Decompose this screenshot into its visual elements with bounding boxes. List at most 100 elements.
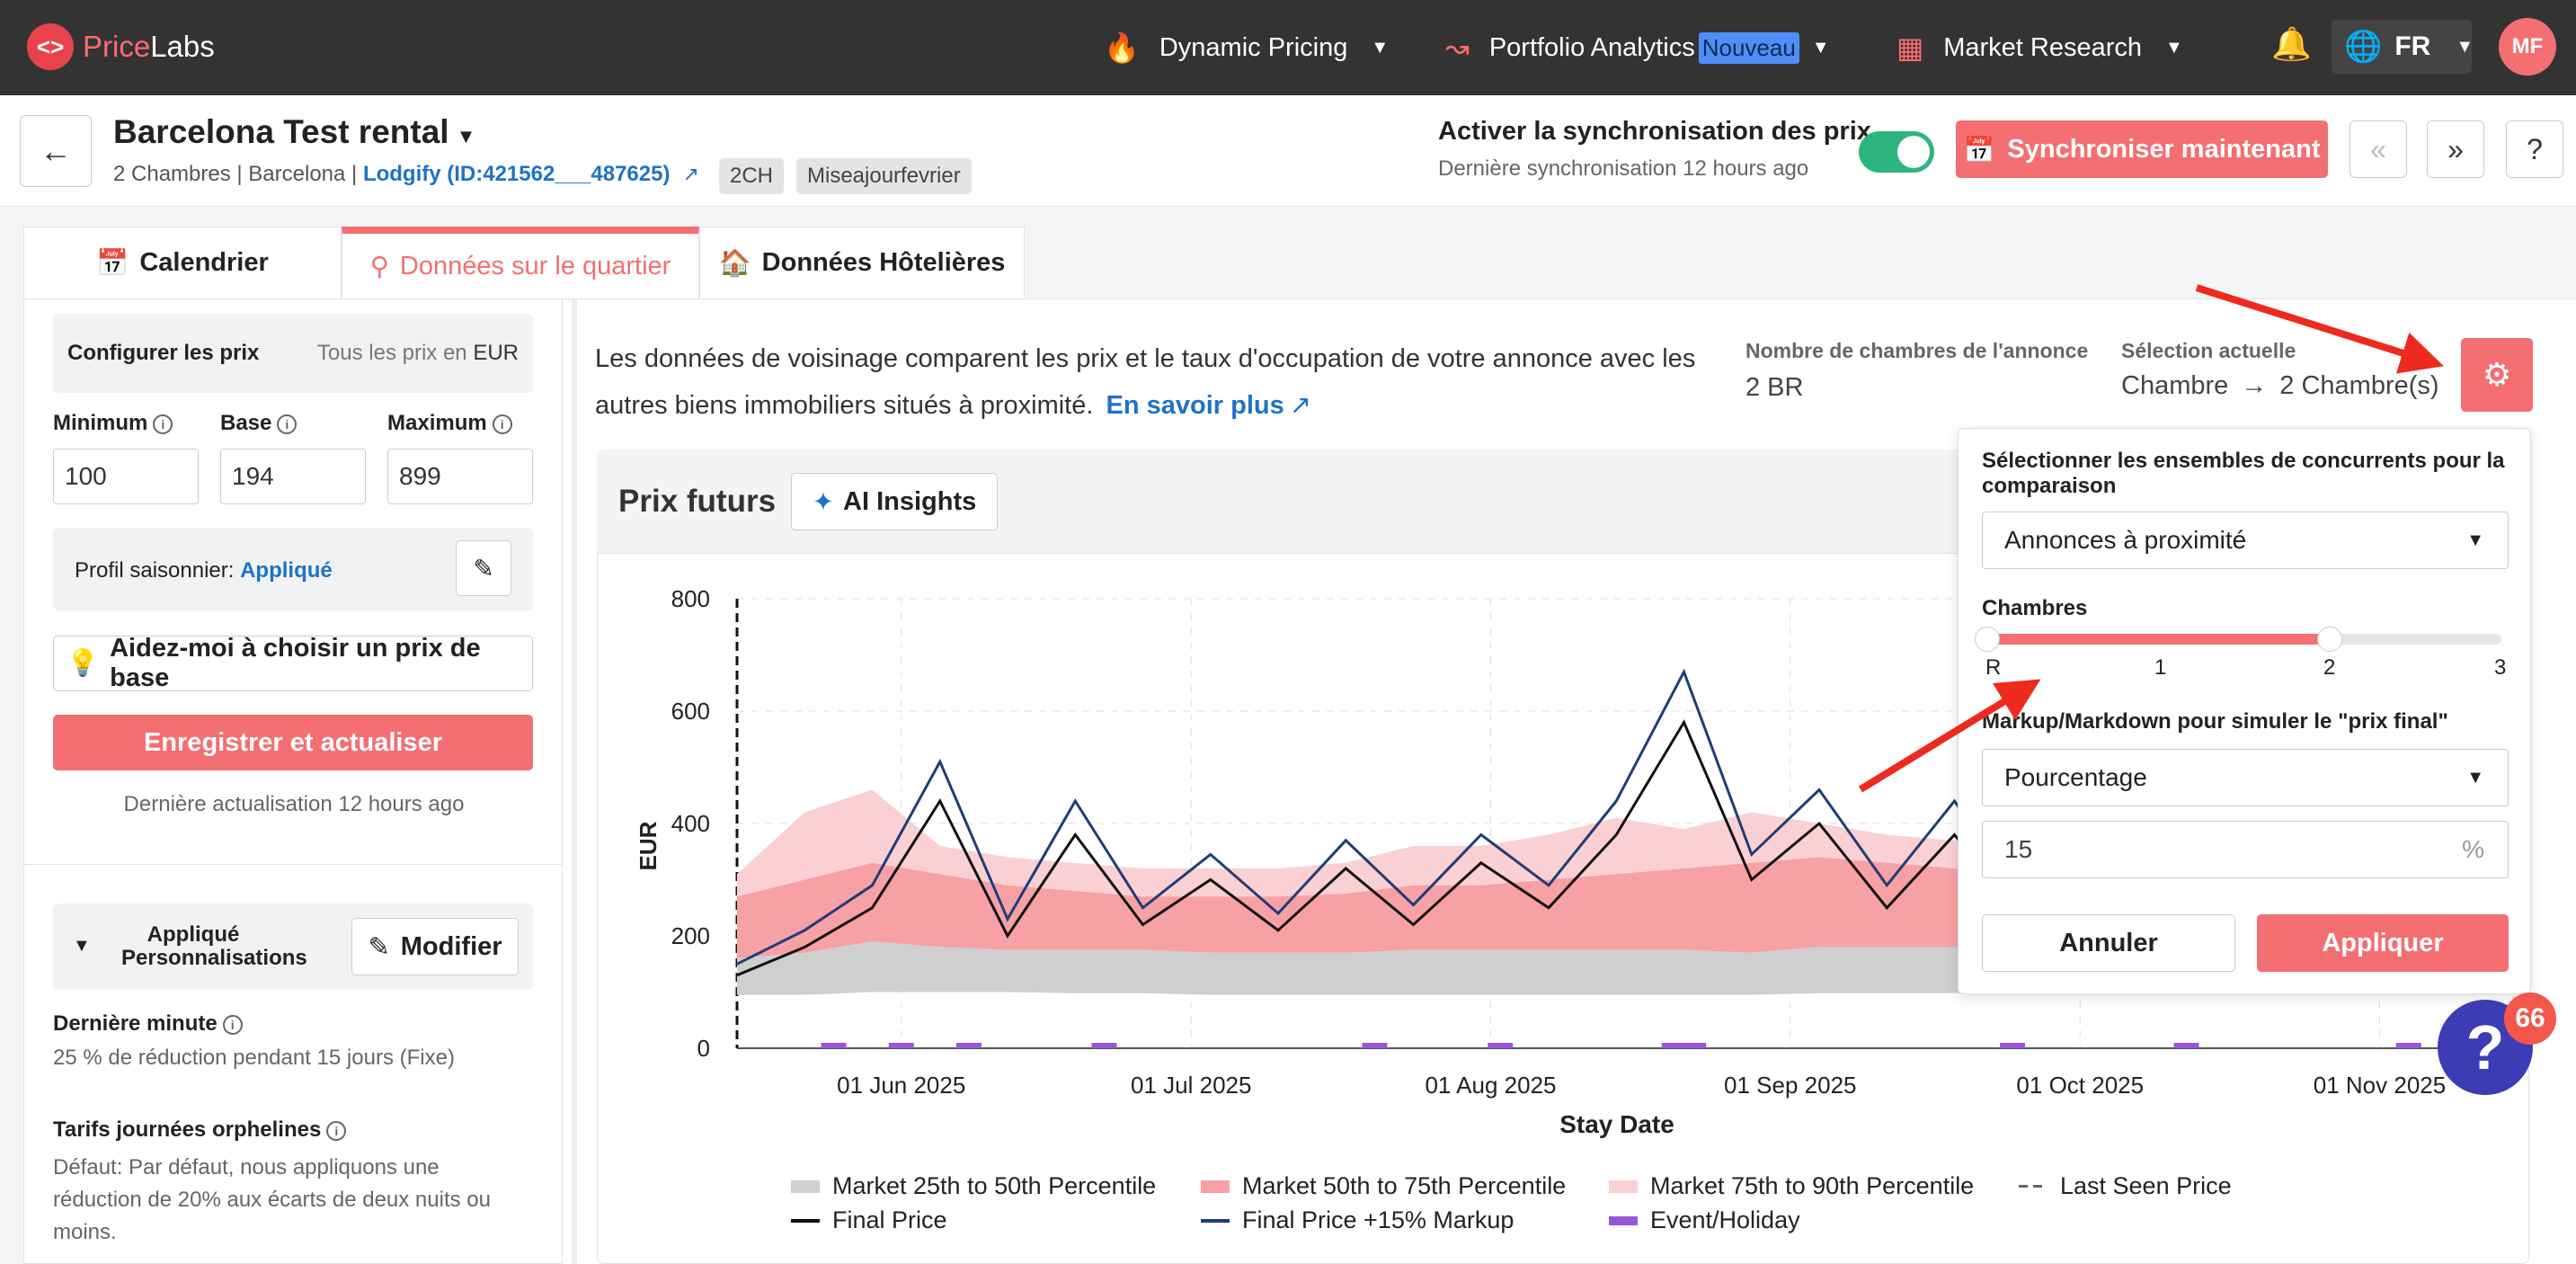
legend-p25[interactable]: Market 25th to 50th Percentile (791, 1172, 1156, 1200)
sparkle-icon: ✦ (812, 487, 835, 517)
x-tick-label: 01 Nov 2025 (2314, 1072, 2446, 1099)
rooms-slider-range (1987, 634, 2331, 645)
orphan-title-text: Tarifs journées orphelines (53, 1117, 322, 1142)
nav-portfolio-analytics[interactable]: ↝ Portfolio Analytics Nouveau ▼ (1445, 23, 1830, 72)
caret-down-icon[interactable]: ▼ (73, 936, 91, 956)
markup-value-input[interactable]: 15% (1982, 821, 2509, 878)
min-price-input[interactable]: 100 (53, 449, 199, 504)
y-tick-label: 200 (671, 922, 710, 949)
listing-title[interactable]: Barcelona Test rental ▼ (113, 113, 475, 151)
rooms-slider-max-handle[interactable] (2317, 627, 2343, 652)
ai-insights-button[interactable]: ✦ AI Insights (791, 473, 998, 530)
language-label: FR (2394, 31, 2431, 61)
markup-price-point (1142, 907, 1143, 909)
sync-toggle[interactable] (1859, 131, 1934, 173)
language-select[interactable]: 🌐 FR ▼ (2332, 20, 2474, 74)
markup-type-select[interactable]: Pourcentage ▼ (1982, 749, 2509, 806)
event-marker (888, 1043, 914, 1048)
max-label: Maximum i (387, 411, 512, 436)
support-chat-button[interactable]: ? (2438, 1000, 2533, 1095)
tab-calendar[interactable]: 📅 Calendrier (23, 227, 342, 298)
info-icon[interactable]: i (277, 414, 298, 434)
x-tick-label: 01 Jun 2025 (837, 1072, 965, 1099)
rooms-slider-min-handle[interactable] (1975, 627, 2000, 652)
chart-ticks: 800 600 400 200 0 01 Jun 2025 01 Jul 2025 01 Au… (671, 585, 2447, 1099)
final-price-point (1210, 879, 1212, 880)
legend-swatch (791, 1179, 820, 1193)
legend-final-price[interactable]: Final Price (791, 1206, 947, 1234)
base-price-input[interactable]: 194 (220, 449, 366, 504)
event-marker (1661, 1043, 1687, 1048)
legend-p50[interactable]: Market 50th to 75th Percentile (1201, 1172, 1566, 1200)
help-button[interactable]: ? (2506, 120, 2563, 178)
final-price-point (1548, 907, 1550, 909)
event-marker (1681, 1043, 1707, 1048)
markup-price-point (1751, 853, 1753, 855)
legend-final-label: Final Price (832, 1206, 947, 1233)
sync-last-time: Dernière synchronisation 12 hours ago (1438, 156, 1809, 181)
future-prices-chart: 800 600 400 200 0 01 Jun 2025 01 Jul 2025 01 Au… (635, 585, 2515, 1138)
orphan-title: Tarifs journées orphelines i (53, 1117, 347, 1143)
last-update-text: Dernière actualisation 12 hours ago (123, 792, 465, 816)
chart-settings-button[interactable]: ⚙ (2461, 338, 2533, 412)
cancel-button[interactable]: Annuler (1982, 914, 2235, 972)
back-button[interactable]: ← (20, 115, 92, 187)
double-chevron-right-icon: » (2447, 132, 2464, 165)
next-listing-button[interactable]: » (2427, 120, 2484, 178)
event-marker (956, 1043, 982, 1048)
save-refresh-button[interactable]: Enregistrer et actualiser (53, 715, 533, 770)
learn-more-link[interactable]: En savoir plus (1106, 391, 1284, 420)
y-tick-label: 600 (671, 698, 710, 725)
max-price-input[interactable]: 899 (387, 449, 533, 504)
max-label-text: Maximum (387, 411, 487, 435)
legend-last-seen[interactable]: Last Seen Price (2019, 1172, 2232, 1200)
apply-button[interactable]: Appliquer (2257, 914, 2509, 972)
markup-price-point (1548, 885, 1550, 886)
markup-price-point (1210, 853, 1212, 855)
band-p50-p75 (737, 857, 2090, 958)
final-price-point (1751, 879, 1753, 880)
info-icon[interactable]: i (492, 414, 512, 434)
resize-divider[interactable] (572, 299, 577, 1264)
lodgify-link[interactable]: Lodgify (ID:421562___487625) (362, 162, 671, 186)
calendar-icon: 📅 (96, 248, 129, 278)
legend-event[interactable]: Event/Holiday (1609, 1206, 1800, 1234)
currency-note: Tous les prix en EUR (317, 341, 519, 366)
x-tick-label: 01 Oct 2025 (2016, 1072, 2144, 1099)
help-base-price-button[interactable]: 💡 Aidez-moi à choisir un prix de base (53, 634, 533, 692)
legend-swatch (2019, 1185, 2047, 1188)
prev-listing-button[interactable]: « (2349, 120, 2407, 178)
chart-bands (737, 789, 2090, 995)
sync-now-button[interactable]: 📅 Synchroniser maintenant (1956, 120, 2328, 178)
competitor-set-select[interactable]: Annonces à proximité ▼ (1982, 512, 2509, 569)
legend-swatch (1609, 1215, 1638, 1225)
external-link-icon[interactable]: ↗ (1289, 391, 1312, 420)
edit-seasonal-button[interactable]: ✎ (456, 540, 511, 596)
nav-market-research[interactable]: ▦ Market Research ▼ (1896, 23, 2183, 72)
listing-subtitle: 2 Chambres | Barcelona | Lodgify (ID:421… (113, 162, 699, 187)
legend-markup[interactable]: Final Price +15% Markup (1201, 1206, 1514, 1234)
info-icon[interactable]: i (153, 414, 173, 434)
rooms-slider-label: Chambres (1982, 596, 2088, 620)
config-title: Configurer les prix (67, 341, 260, 365)
modify-button[interactable]: ✎ Modifier (351, 918, 519, 975)
nav-dynamic-pricing[interactable]: 🔥 Dynamic Pricing ▼ (1104, 23, 1389, 72)
pricelabs-logo[interactable]: <> PriceLabs (27, 23, 215, 70)
bell-icon[interactable]: 🔔 (2271, 25, 2312, 62)
legend-p75[interactable]: Market 75th to 90th Percentile (1609, 1172, 1974, 1200)
avatar[interactable]: MF (2499, 18, 2556, 76)
customizations-row: ▼ Appliqué Personnalisations ✎ Modifier (53, 903, 533, 990)
orphan-text: Défaut: Par défaut, nous appliquons une … (53, 1155, 491, 1244)
y-tick-label: 0 (697, 1035, 710, 1062)
seasonal-value[interactable]: Appliqué (240, 558, 333, 583)
help-base-price-label: Aidez-moi à choisir un prix de base (110, 634, 481, 692)
notification-count-badge: 66 (2504, 993, 2556, 1045)
tab-hotel[interactable]: 🏠 Données Hôtelières (699, 227, 1025, 298)
info-icon[interactable]: i (326, 1120, 347, 1141)
tab-neighborhood[interactable]: ⚲ Données sur le quartier (342, 227, 699, 298)
external-link-icon[interactable]: ↗ (682, 163, 699, 185)
info-icon[interactable]: i (222, 1014, 243, 1035)
y-tick-label: 800 (671, 585, 710, 612)
tab-neighborhood-label: Données sur le quartier (399, 251, 671, 280)
competitor-settings-popover: Sélectionner les ensembles de concurrent… (1958, 428, 2531, 994)
